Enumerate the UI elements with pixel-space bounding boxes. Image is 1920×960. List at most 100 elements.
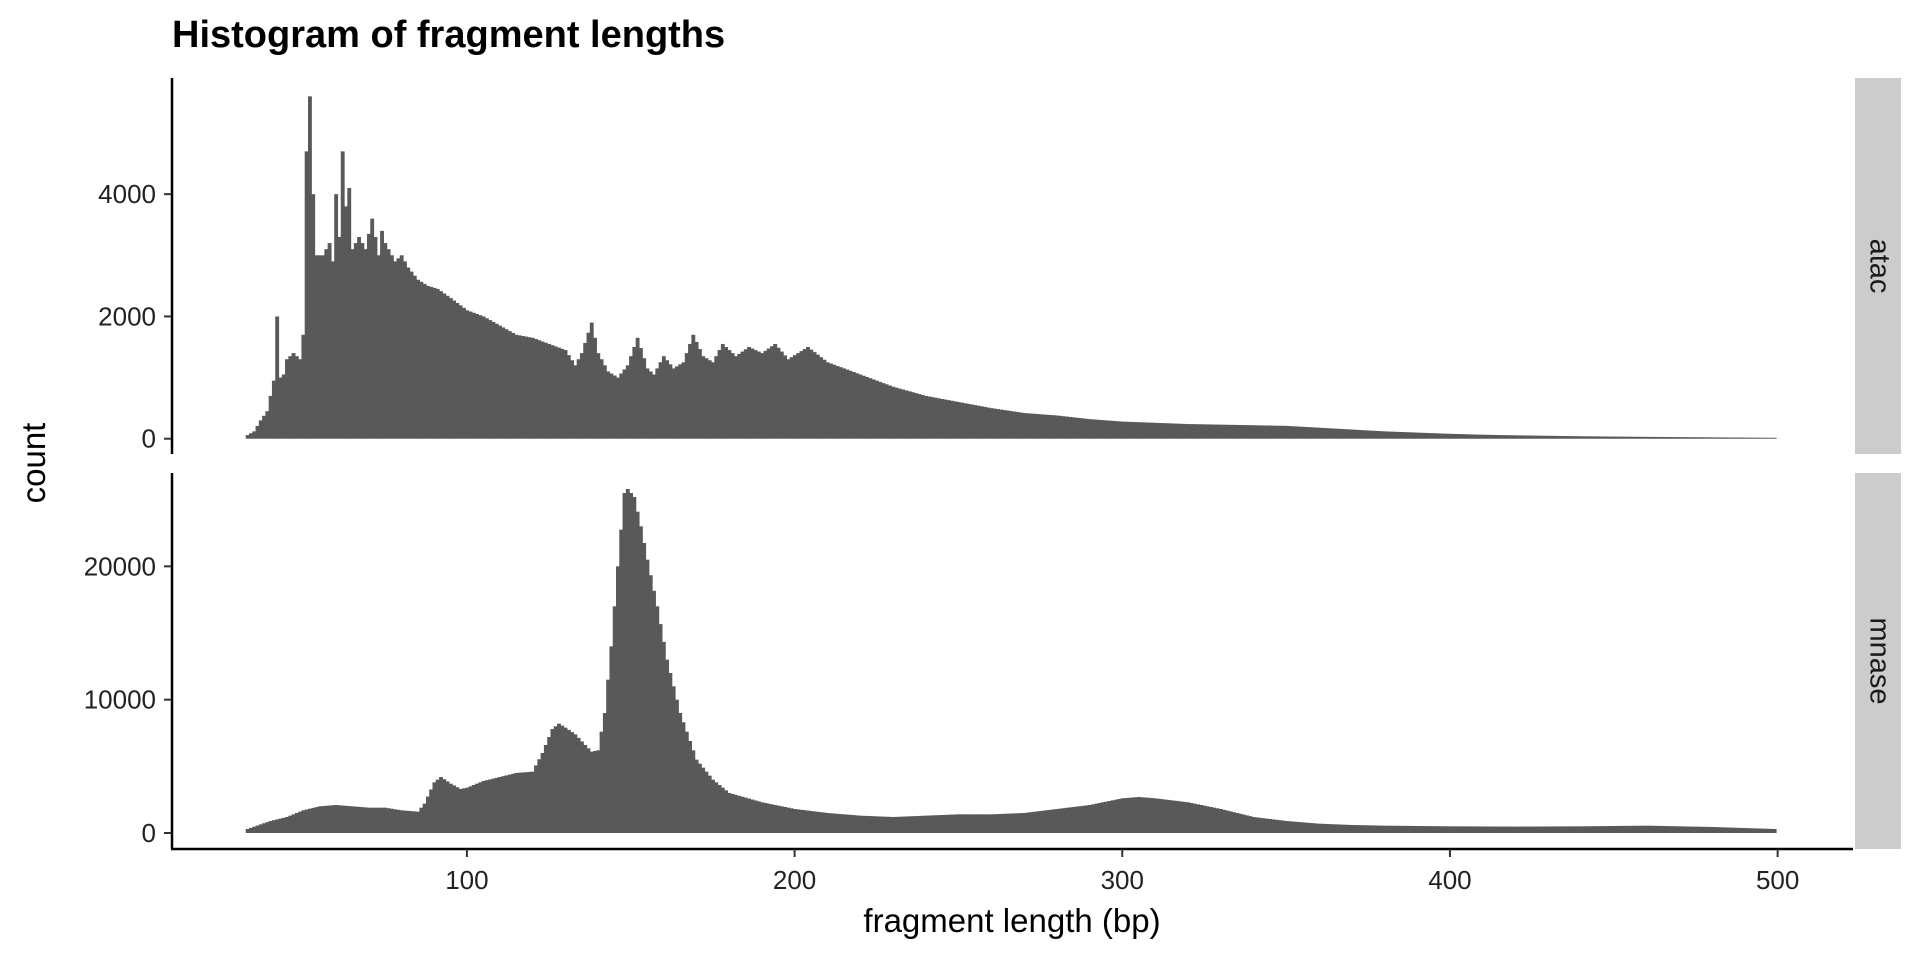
histogram-bar [1454, 826, 1459, 833]
histogram-bar [471, 785, 476, 833]
histogram-bar [543, 745, 548, 833]
histogram-bar [1015, 813, 1020, 833]
histogram-bar [1012, 411, 1017, 439]
histogram-bar [1612, 826, 1617, 833]
histogram-bar [1340, 428, 1345, 439]
histogram-bar [878, 381, 883, 439]
histogram-bar [1078, 418, 1082, 439]
histogram-bar [1504, 826, 1508, 833]
histogram-bar [255, 425, 260, 439]
histogram-bar [337, 236, 342, 439]
histogram-bar [593, 751, 597, 833]
histogram-bar [1241, 814, 1246, 833]
histogram-bar [553, 726, 558, 833]
histogram-bar [1546, 826, 1551, 833]
histogram-bar [442, 293, 447, 439]
histogram-bar [1490, 826, 1495, 833]
histogram-bar [1032, 413, 1037, 439]
facet-mnase-strip [1855, 473, 1901, 849]
histogram-bar [1530, 435, 1535, 439]
histogram-bar [307, 808, 312, 833]
histogram-bar [1477, 434, 1482, 439]
histogram-bar [1713, 827, 1718, 833]
histogram-bar [1248, 425, 1253, 439]
histogram-bar [448, 783, 453, 833]
histogram-bar [691, 334, 696, 439]
histogram-bar [576, 737, 581, 833]
facet-mnase-bars [245, 489, 1777, 833]
histogram-bar [1320, 823, 1325, 833]
histogram-bar [1766, 828, 1771, 833]
histogram-bar [599, 731, 604, 833]
histogram-bar [1041, 810, 1046, 833]
histogram-bar [1736, 437, 1741, 439]
histogram-bar [429, 286, 434, 439]
histogram-bar [1222, 809, 1227, 833]
histogram-bar [1500, 826, 1505, 833]
histogram-bar [324, 249, 329, 439]
histogram-bar [314, 807, 319, 833]
histogram-bar [838, 814, 843, 833]
histogram-bar [530, 337, 535, 439]
histogram-bar [491, 778, 496, 833]
histogram-bar [321, 806, 325, 833]
histogram-bar [1268, 425, 1272, 439]
histogram-bar [1707, 437, 1712, 439]
histogram-bar [586, 332, 591, 439]
histogram-bar [878, 816, 883, 833]
histogram-bar [1680, 826, 1685, 833]
histogram-bar [881, 816, 886, 833]
histogram-bar [1592, 826, 1597, 833]
histogram-bar [1703, 826, 1708, 833]
histogram-bar [484, 780, 489, 833]
histogram-bar [1196, 804, 1200, 833]
histogram-bar [1628, 436, 1633, 439]
histogram-bar [1671, 437, 1676, 439]
histogram-bar [1300, 426, 1305, 439]
histogram-bar [1372, 430, 1377, 439]
histogram-bar [1051, 809, 1056, 833]
histogram-bar [868, 816, 873, 833]
histogram-bar [1389, 431, 1394, 439]
histogram-bar [1467, 826, 1472, 833]
histogram-bar [1100, 420, 1105, 439]
histogram-bar [481, 316, 486, 439]
histogram-bar [399, 810, 404, 833]
histogram-bar [1114, 799, 1118, 833]
histogram-bar [1327, 428, 1331, 439]
histogram-bar [1248, 816, 1253, 833]
histogram-bar [688, 343, 692, 439]
histogram-bar [1291, 426, 1295, 439]
histogram-bar [1664, 826, 1669, 833]
histogram-bar [661, 641, 666, 833]
histogram-bar [563, 727, 568, 833]
histogram-bar [1733, 827, 1738, 833]
histogram-bar [1451, 433, 1456, 439]
histogram-bar [1032, 811, 1037, 833]
histogram-bar [1726, 827, 1731, 833]
histogram-bar [701, 767, 706, 833]
histogram-bar [838, 367, 843, 439]
histogram-bar [1176, 423, 1181, 439]
histogram-bar [1284, 425, 1289, 439]
histogram-bar [1117, 799, 1122, 833]
histogram-bar [1294, 821, 1299, 833]
histogram-bar [642, 358, 647, 439]
histogram-bar [894, 387, 899, 439]
histogram-bar [1513, 435, 1518, 439]
histogram-bar [1022, 813, 1027, 833]
histogram-bar [1179, 423, 1184, 439]
histogram-bar [1700, 826, 1705, 833]
histogram-bar [1533, 826, 1538, 833]
histogram-bar [1769, 437, 1774, 439]
histogram-bar [291, 814, 296, 833]
histogram-bar [1523, 826, 1528, 833]
histogram-bar [383, 807, 388, 833]
histogram-bar [511, 332, 516, 439]
histogram-bar [822, 812, 827, 833]
histogram-bar [1605, 826, 1610, 833]
histogram-bar [1602, 826, 1607, 833]
histogram-bar [468, 311, 473, 439]
facet-atac-y-ticks: 0 2000 4000 [98, 179, 172, 454]
histogram-bar [868, 378, 873, 439]
